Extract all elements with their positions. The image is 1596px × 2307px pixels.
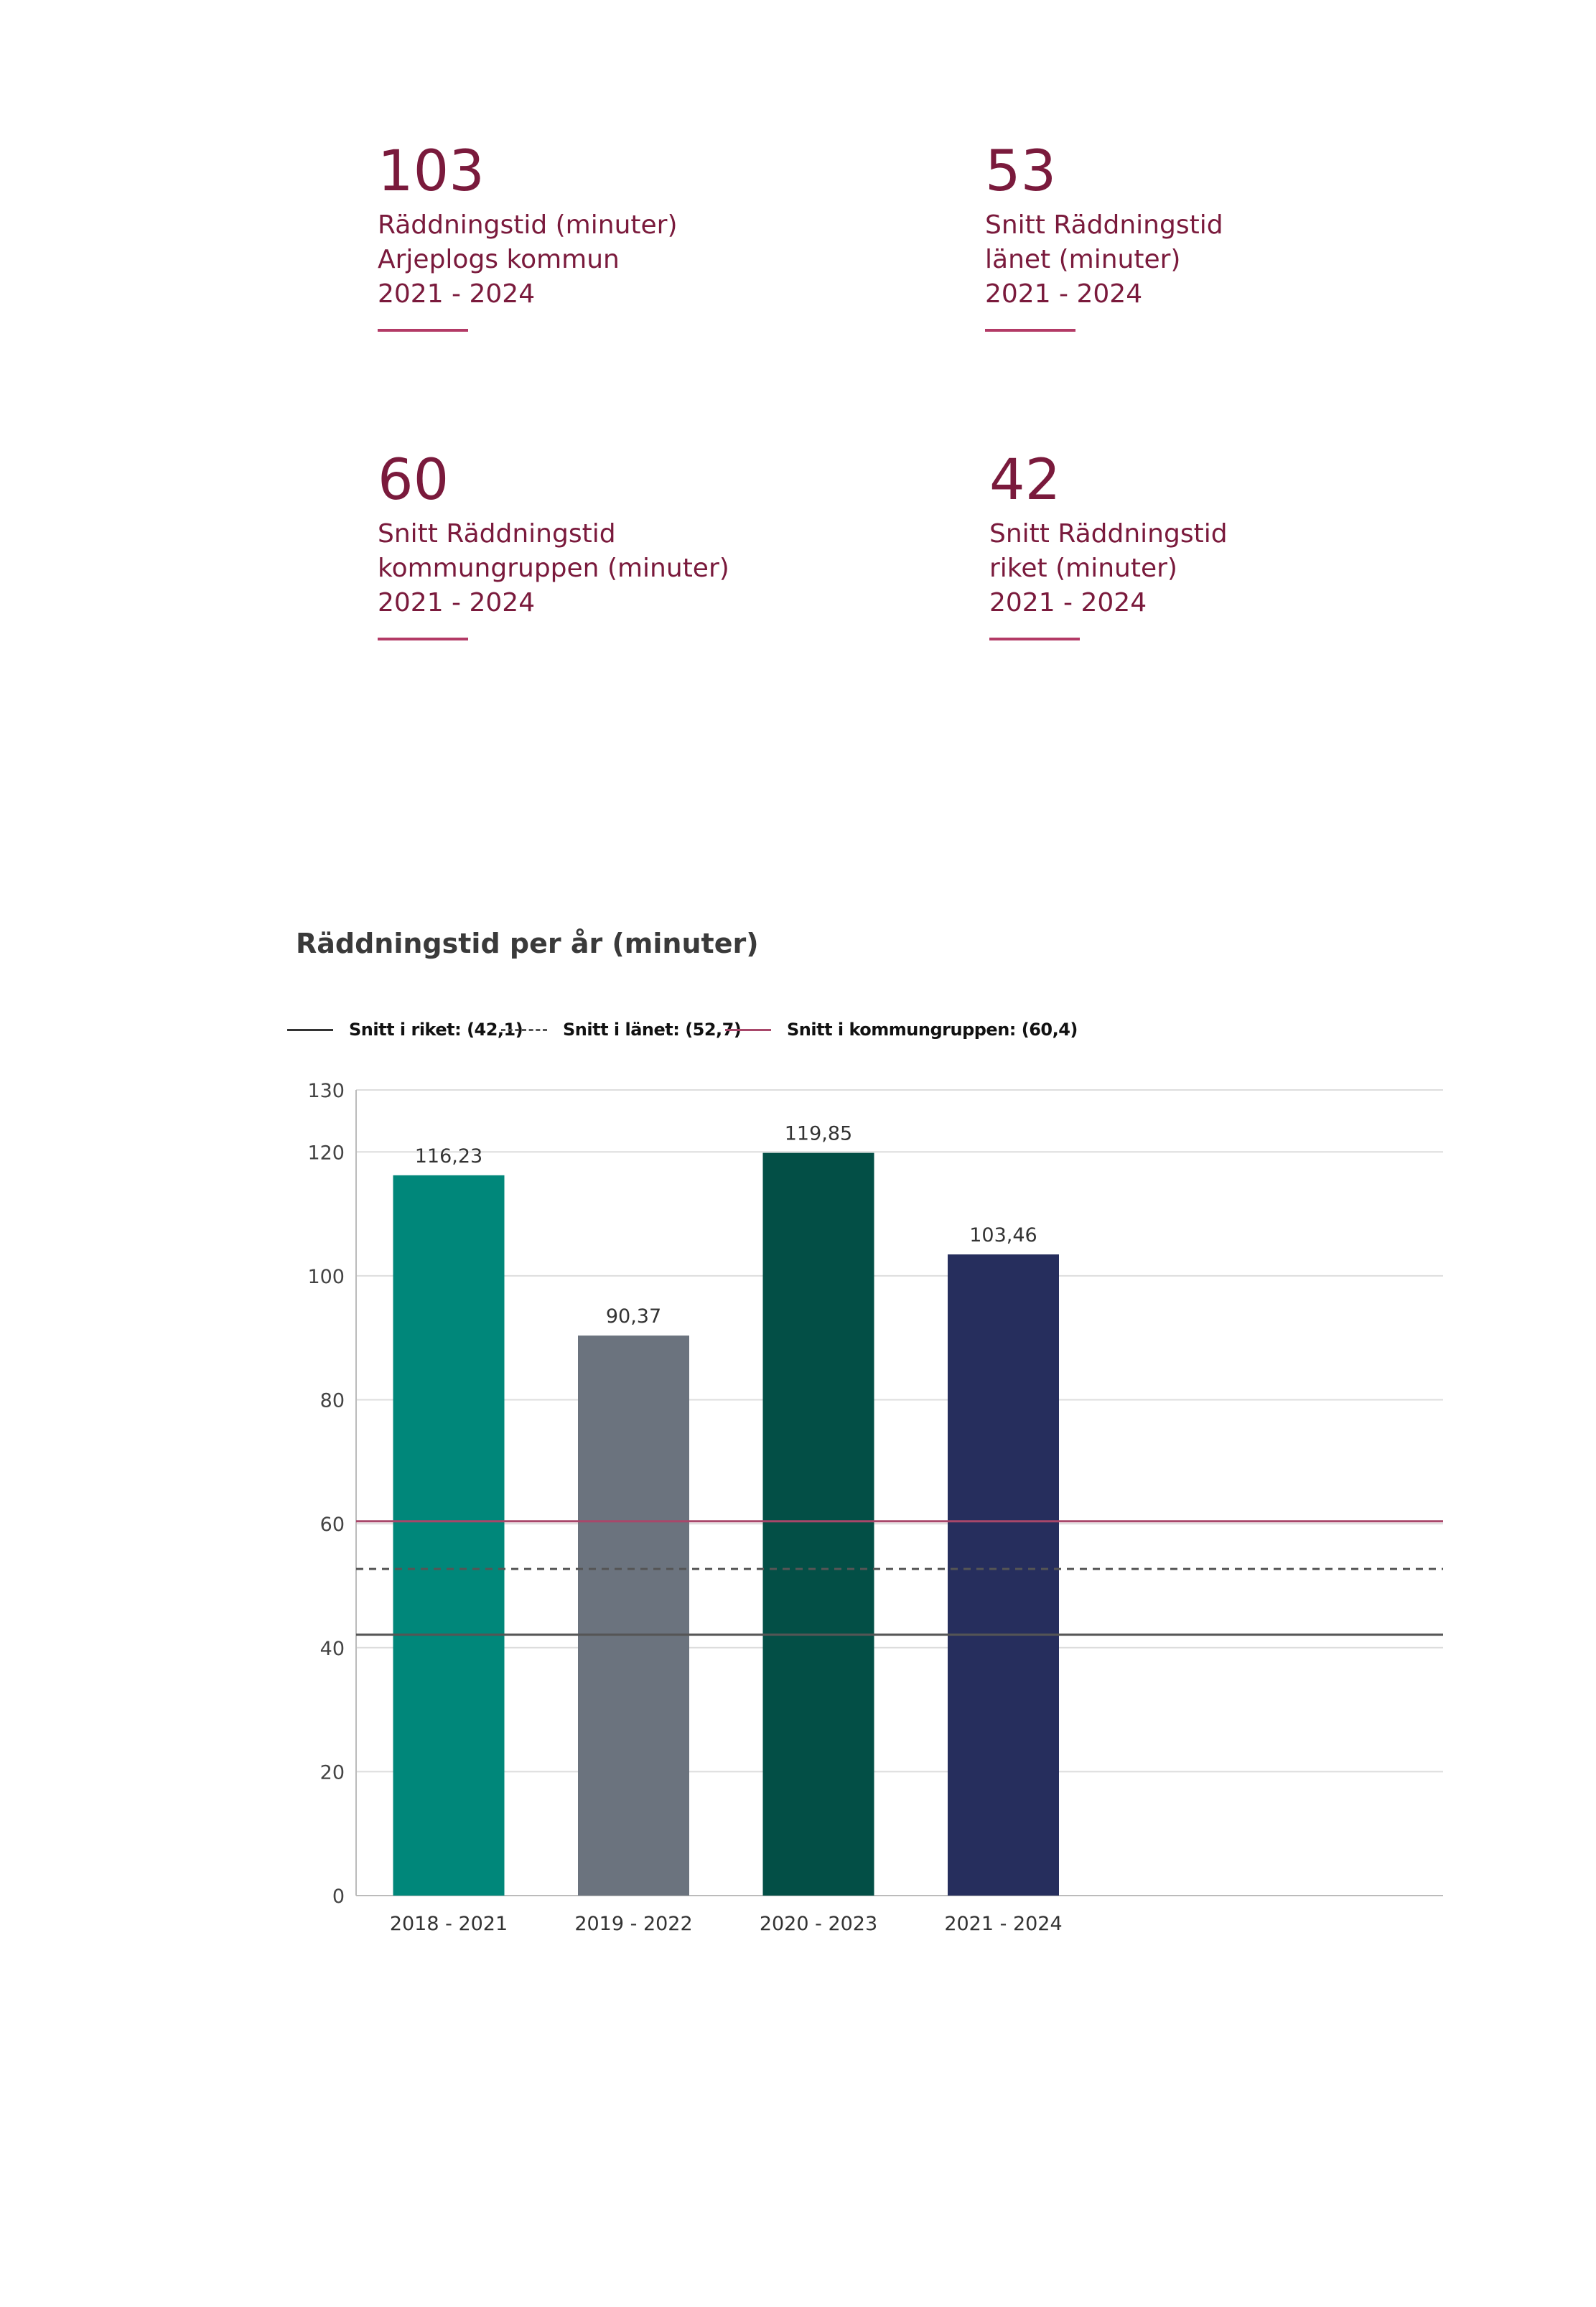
- stat-value: 60: [378, 448, 449, 513]
- bar-value-label: 119,85: [785, 1123, 852, 1145]
- bar: [948, 1254, 1059, 1896]
- stat-label-line: Räddningstid (minuter): [378, 210, 678, 240]
- y-tick-label: 40: [320, 1638, 345, 1660]
- x-tick-label: 2020 - 2023: [760, 1913, 877, 1935]
- y-tick-label: 0: [332, 1886, 345, 1908]
- bar-value-label: 103,46: [969, 1224, 1037, 1246]
- stat-label-line: 2021 - 2024: [985, 279, 1143, 309]
- legend-solid-line-icon: [287, 1028, 333, 1031]
- chart-title: Räddningstid per år (minuter): [296, 928, 759, 959]
- stat-value: 103: [378, 139, 485, 204]
- stat-underline: [985, 329, 1075, 332]
- legend-label-lanet: Snitt i länet: (52,7): [563, 1020, 742, 1040]
- stat-underline: [989, 638, 1080, 640]
- x-tick-label: 2018 - 2021: [390, 1913, 508, 1935]
- stat-block-riket: 42 Snitt Räddningstid riket (minuter) 20…: [989, 452, 1228, 640]
- stat-label-line: riket (minuter): [989, 554, 1177, 583]
- stat-label-line: Snitt Räddningstid: [985, 210, 1223, 240]
- y-tick-label: 100: [307, 1266, 345, 1288]
- legend-item-lanet: Snitt i länet: (52,7): [501, 1015, 742, 1044]
- x-tick-label: 2019 - 2022: [574, 1913, 692, 1935]
- bar: [762, 1152, 874, 1896]
- legend-label-riket: Snitt i riket: (42,1): [349, 1020, 523, 1040]
- legend-dashed-line-icon: [501, 1028, 547, 1031]
- legend-colored-line-icon: [725, 1028, 771, 1031]
- bar: [578, 1336, 689, 1896]
- legend-label-kommungruppen: Snitt i kommungruppen: (60,4): [787, 1020, 1078, 1040]
- stat-label-line: 2021 - 2024: [378, 279, 536, 309]
- legend-item-kommungruppen: Snitt i kommungruppen: (60,4): [725, 1015, 1078, 1044]
- legend-item-riket: Snitt i riket: (42,1): [287, 1015, 523, 1044]
- y-tick-label: 130: [307, 1080, 345, 1102]
- stat-underline: [378, 638, 468, 640]
- bar-value-label: 116,23: [415, 1145, 482, 1168]
- stat-block-kommungruppen: 60 Snitt Räddningstid kommungruppen (min…: [378, 452, 729, 640]
- stat-label-line: kommungruppen (minuter): [378, 554, 729, 583]
- stat-label-line: Snitt Räddningstid: [378, 519, 616, 549]
- stat-underline: [378, 329, 468, 332]
- stat-value: 42: [989, 448, 1061, 513]
- y-tick-label: 120: [307, 1142, 345, 1164]
- stat-label-line: 2021 - 2024: [989, 588, 1147, 617]
- stat-label-line: länet (minuter): [985, 245, 1181, 274]
- stat-value: 53: [985, 139, 1057, 204]
- stat-block-kommun: 103 Räddningstid (minuter) Arjeplogs kom…: [378, 144, 678, 332]
- stat-label-line: Arjeplogs kommun: [378, 245, 620, 274]
- stat-label-line: 2021 - 2024: [378, 588, 536, 617]
- y-tick-label: 20: [320, 1761, 345, 1784]
- y-tick-label: 80: [320, 1390, 345, 1412]
- stat-block-lanet: 53 Snitt Räddningstid länet (minuter) 20…: [985, 144, 1223, 332]
- stat-label-line: Snitt Räddningstid: [989, 519, 1228, 549]
- bar-value-label: 90,37: [606, 1305, 661, 1328]
- y-tick-label: 60: [320, 1514, 345, 1536]
- x-tick-label: 2021 - 2024: [944, 1913, 1062, 1935]
- bar: [393, 1175, 505, 1896]
